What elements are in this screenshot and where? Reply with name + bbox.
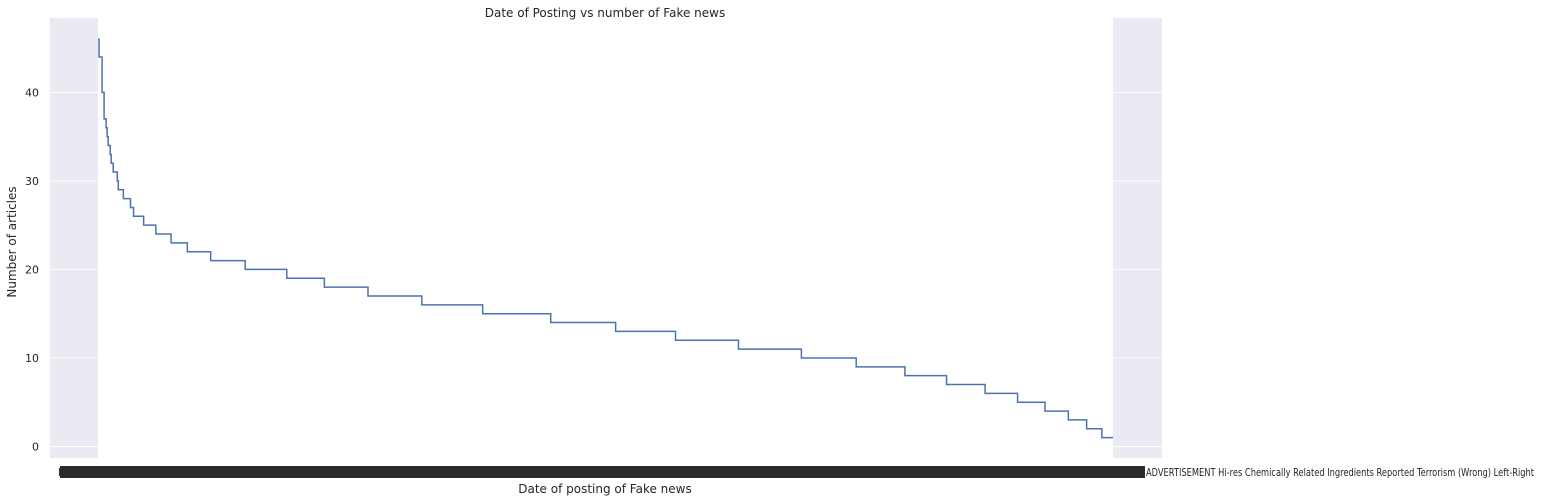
y-tick-label: 30 (25, 175, 39, 188)
y-axis-ticks: 0 10 20 30 40 (25, 86, 39, 453)
y-axis-label: Number of articles (5, 186, 19, 297)
series-line-0 (98, 38, 1113, 439)
y-tick-label: 20 (25, 263, 39, 276)
x-axis-label: Date of posting of Fake news (518, 482, 691, 496)
chart-title: Date of Posting vs number of Fake news (485, 6, 725, 20)
x-tick-labels-overlap (60, 466, 1145, 478)
plot-gap (98, 18, 1113, 458)
y-tick-label: 0 (32, 440, 39, 453)
y-tick-label: 10 (25, 352, 39, 365)
y-tick-label: 40 (25, 86, 39, 99)
x-axis-ticks: FFFFFFFFFFFFFFFFFFFFFFFFFFFFFFFFFFFFFFFF… (58, 466, 1535, 479)
x-tick-label-tail: ADVERTISEMENT Hi-res Chemically Related … (1146, 466, 1535, 479)
series-layer (98, 38, 1113, 439)
